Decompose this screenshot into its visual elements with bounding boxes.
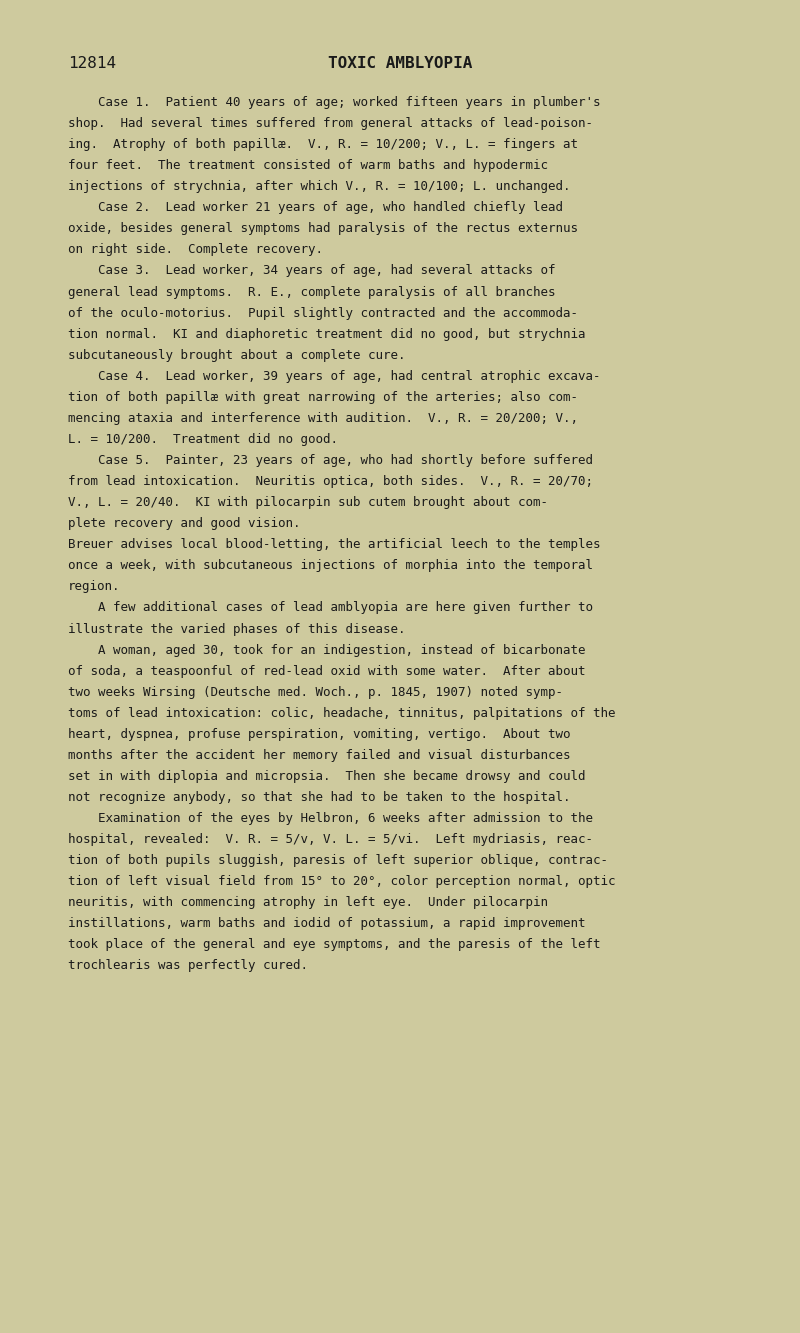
Text: Case 4.  Lead worker, 39 years of age, had central atrophic excava-: Case 4. Lead worker, 39 years of age, ha…: [68, 369, 601, 383]
Text: V., L. = 20/40.  KI with pilocarpin sub cutem brought about com-: V., L. = 20/40. KI with pilocarpin sub c…: [68, 496, 548, 509]
Text: Breuer advises local blood-letting, the artificial leech to the temples: Breuer advises local blood-letting, the …: [68, 539, 601, 552]
Text: A woman, aged 30, took for an indigestion, instead of bicarbonate: A woman, aged 30, took for an indigestio…: [68, 644, 586, 657]
Text: shop.  Had several times suffered from general attacks of lead-poison-: shop. Had several times suffered from ge…: [68, 117, 593, 131]
Text: tion of both papillæ with great narrowing of the arteries; also com-: tion of both papillæ with great narrowin…: [68, 391, 578, 404]
Text: tion of left visual field from 15° to 20°, color perception normal, optic: tion of left visual field from 15° to 20…: [68, 876, 615, 888]
Text: Case 5.  Painter, 23 years of age, who had shortly before suffered: Case 5. Painter, 23 years of age, who ha…: [68, 455, 593, 467]
Text: mencing ataxia and interference with audition.  V., R. = 20/200; V.,: mencing ataxia and interference with aud…: [68, 412, 578, 425]
Text: Case 1.  Patient 40 years of age; worked fifteen years in plumber's: Case 1. Patient 40 years of age; worked …: [68, 96, 601, 109]
Text: toms of lead intoxication: colic, headache, tinnitus, palpitations of the: toms of lead intoxication: colic, headac…: [68, 706, 615, 720]
Text: took place of the general and eye symptoms, and the paresis of the left: took place of the general and eye sympto…: [68, 938, 601, 952]
Text: TOXIC AMBLYOPIA: TOXIC AMBLYOPIA: [328, 56, 472, 71]
Text: illustrate the varied phases of this disease.: illustrate the varied phases of this dis…: [68, 623, 406, 636]
Text: plete recovery and good vision.: plete recovery and good vision.: [68, 517, 301, 531]
Text: region.: region.: [68, 580, 121, 593]
Text: neuritis, with commencing atrophy in left eye.  Under pilocarpin: neuritis, with commencing atrophy in lef…: [68, 896, 548, 909]
Text: oxide, besides general symptoms had paralysis of the rectus externus: oxide, besides general symptoms had para…: [68, 223, 578, 236]
Text: on right side.  Complete recovery.: on right side. Complete recovery.: [68, 244, 323, 256]
Text: tion of both pupils sluggish, paresis of left superior oblique, contrac-: tion of both pupils sluggish, paresis of…: [68, 854, 608, 868]
Text: hospital, revealed:  V. R. = 5/v, V. L. = 5/vi.  Left mydriasis, reac-: hospital, revealed: V. R. = 5/v, V. L. =…: [68, 833, 593, 846]
Text: general lead symptoms.  R. E., complete paralysis of all branches: general lead symptoms. R. E., complete p…: [68, 285, 555, 299]
Text: two weeks Wirsing (Deutsche med. Woch., p. 1845, 1907) noted symp-: two weeks Wirsing (Deutsche med. Woch., …: [68, 685, 563, 698]
Text: of soda, a teaspoonful of red-lead oxid with some water.  After about: of soda, a teaspoonful of red-lead oxid …: [68, 665, 586, 677]
Text: set in with diplopia and micropsia.  Then she became drowsy and could: set in with diplopia and micropsia. Then…: [68, 770, 586, 782]
Text: not recognize anybody, so that she had to be taken to the hospital.: not recognize anybody, so that she had t…: [68, 790, 570, 804]
Text: ing.  Atrophy of both papillæ.  V., R. = 10/200; V., L. = fingers at: ing. Atrophy of both papillæ. V., R. = 1…: [68, 139, 578, 151]
Text: four feet.  The treatment consisted of warm baths and hypodermic: four feet. The treatment consisted of wa…: [68, 159, 548, 172]
Text: instillations, warm baths and iodid of potassium, a rapid improvement: instillations, warm baths and iodid of p…: [68, 917, 586, 930]
Text: once a week, with subcutaneous injections of morphia into the temporal: once a week, with subcutaneous injection…: [68, 560, 593, 572]
Text: from lead intoxication.  Neuritis optica, both sides.  V., R. = 20/70;: from lead intoxication. Neuritis optica,…: [68, 475, 593, 488]
Text: 12814: 12814: [68, 56, 116, 71]
Text: tion normal.  KI and diaphoretic treatment did no good, but strychnia: tion normal. KI and diaphoretic treatmen…: [68, 328, 586, 341]
Text: Case 3.  Lead worker, 34 years of age, had several attacks of: Case 3. Lead worker, 34 years of age, ha…: [68, 264, 555, 277]
Text: months after the accident her memory failed and visual disturbances: months after the accident her memory fai…: [68, 749, 570, 762]
Text: A few additional cases of lead amblyopia are here given further to: A few additional cases of lead amblyopia…: [68, 601, 593, 615]
Text: trochlearis was perfectly cured.: trochlearis was perfectly cured.: [68, 960, 308, 973]
Text: injections of strychnia, after which V., R. = 10/100; L. unchanged.: injections of strychnia, after which V.,…: [68, 180, 570, 193]
Text: of the oculo-motorius.  Pupil slightly contracted and the accommoda-: of the oculo-motorius. Pupil slightly co…: [68, 307, 578, 320]
Text: heart, dyspnea, profuse perspiration, vomiting, vertigo.  About two: heart, dyspnea, profuse perspiration, vo…: [68, 728, 570, 741]
Text: L. = 10/200.  Treatment did no good.: L. = 10/200. Treatment did no good.: [68, 433, 338, 447]
Text: subcutaneously brought about a complete cure.: subcutaneously brought about a complete …: [68, 349, 406, 361]
Text: Examination of the eyes by Helbron, 6 weeks after admission to the: Examination of the eyes by Helbron, 6 we…: [68, 812, 593, 825]
Text: Case 2.  Lead worker 21 years of age, who handled chiefly lead: Case 2. Lead worker 21 years of age, who…: [68, 201, 563, 215]
